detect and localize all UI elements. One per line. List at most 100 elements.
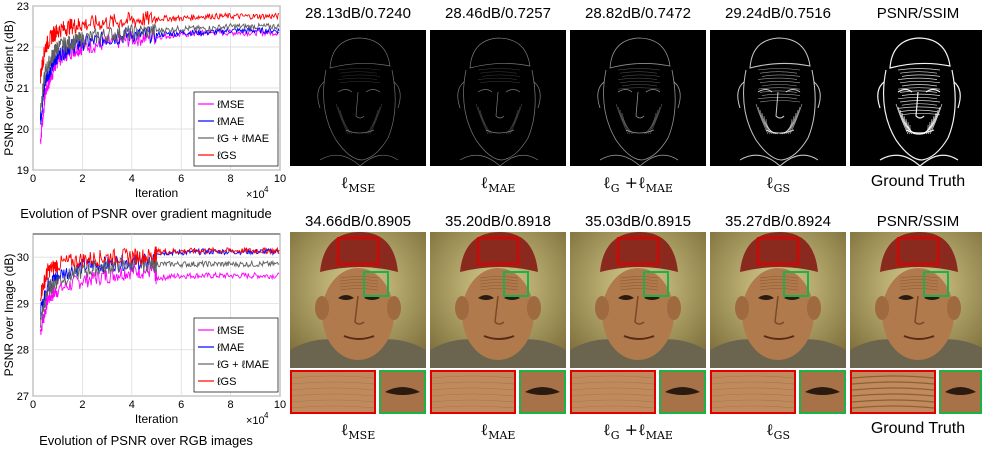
forehead-crop-drawing [430, 370, 516, 414]
x-tick-label: 4 [129, 399, 135, 411]
nose [914, 295, 925, 325]
wrinkle [897, 77, 938, 80]
eye-crop-drawing [939, 370, 982, 414]
ear-right [947, 296, 961, 320]
eye-right [505, 89, 521, 93]
ear-left [877, 81, 885, 109]
wrinkle [431, 405, 515, 409]
wrinkle [619, 285, 659, 288]
ear-right [527, 296, 541, 320]
wrinkle [759, 100, 801, 103]
label-ground-truth-top: Ground Truth [870, 173, 966, 190]
x-exponent: 4 [264, 411, 269, 420]
metric-gt-bottom: PSNR/SSIM [876, 213, 960, 230]
wrinkle [619, 81, 661, 84]
wrinkle [851, 375, 935, 379]
wrinkle [339, 282, 379, 285]
wrinkle [571, 387, 655, 391]
nose [635, 91, 645, 119]
wrinkle [431, 387, 515, 391]
crop-border [850, 370, 936, 414]
wrinkle [619, 282, 659, 285]
nose [774, 295, 785, 325]
metric-mse-bottom: 34.66dB/0.8905 [305, 213, 411, 230]
crop-forehead-g-mae [570, 370, 656, 414]
cheek-line [897, 106, 911, 135]
wrinkle [339, 81, 381, 84]
forehead-crop-drawing [850, 370, 936, 414]
eye-left [758, 295, 774, 300]
cheek-line [757, 106, 771, 135]
y-tick-label: 19 [17, 165, 29, 177]
mouth [343, 335, 375, 340]
ear-right [953, 81, 961, 109]
wrinkle [711, 375, 795, 379]
forehead-crop-drawing [570, 370, 656, 414]
ear-right [533, 81, 541, 109]
forehead-zoom-box [617, 237, 659, 265]
edge-map-drawing [290, 30, 426, 167]
y-tick-label: 27 [17, 391, 29, 403]
label-mse-top: ℓMSE [340, 173, 376, 196]
forehead-crop-drawing [290, 370, 376, 414]
metric-mse-top: 28.13dB/0.7240 [305, 5, 411, 22]
eye [385, 387, 420, 395]
metric-g-mae-bottom: 35.03dB/0.8915 [585, 213, 691, 230]
wrinkle [711, 393, 795, 397]
wrinkle [897, 87, 941, 90]
wrinkle [757, 68, 801, 71]
cheek-line [645, 109, 659, 135]
ear-right [387, 296, 401, 320]
wrinkle [901, 103, 938, 106]
wrinkle [761, 84, 798, 87]
wrinkle [899, 109, 938, 112]
mouth [623, 335, 655, 340]
eye-zoom-box [783, 271, 809, 297]
wrinkle [899, 288, 939, 291]
wrinkle [899, 285, 939, 288]
result-image-mae [430, 232, 566, 368]
cheek-line [789, 103, 803, 135]
forehead-zoom-box [897, 237, 939, 265]
label-mae-bottom: ℓMAE [480, 420, 516, 443]
wrinkle [759, 71, 798, 74]
ear-right [393, 81, 401, 109]
nose [355, 91, 365, 119]
cheek-line [507, 106, 521, 135]
cap-outline [469, 37, 531, 69]
x-axis-label: Iteration [135, 412, 178, 426]
series-line-1 [39, 26, 280, 125]
x-tick-label: 10 [274, 173, 286, 185]
wrinkle [899, 100, 941, 103]
x-multiplier: ×10 [246, 415, 265, 427]
face-drawing [430, 232, 566, 368]
eye-crop-drawing [799, 370, 846, 414]
nose [634, 295, 645, 325]
edge-background [290, 30, 426, 166]
legend-label: ℓMAE [217, 342, 244, 354]
wrinkle [431, 375, 515, 379]
wrinkle [481, 74, 521, 77]
edge-map-drawing [430, 30, 566, 167]
crop-skin [290, 370, 376, 414]
cheek-line [899, 109, 913, 135]
face-skin [882, 268, 954, 360]
nose [915, 91, 925, 119]
edge-lines [737, 37, 821, 167]
cheek-line [479, 109, 493, 135]
y-tick-label: 20 [17, 124, 29, 136]
wrinkle [291, 375, 375, 379]
wrinkle [617, 87, 661, 90]
crop-skin [430, 370, 516, 414]
image-psnr-chart: 0 2 4 6 8 10 27 28 29 30 Iteration PSNR over Image … [2, 233, 286, 427]
cheek-line [619, 109, 633, 135]
forehead-zoom-box [757, 237, 799, 265]
wrinkle [571, 405, 655, 409]
mouth [763, 335, 795, 340]
crop-border [659, 370, 706, 414]
y-tick-label: 22 [17, 42, 29, 54]
wrinkle [479, 285, 519, 288]
wrinkle [619, 71, 658, 74]
wrinkle [479, 288, 519, 291]
cheek-line [895, 103, 909, 135]
